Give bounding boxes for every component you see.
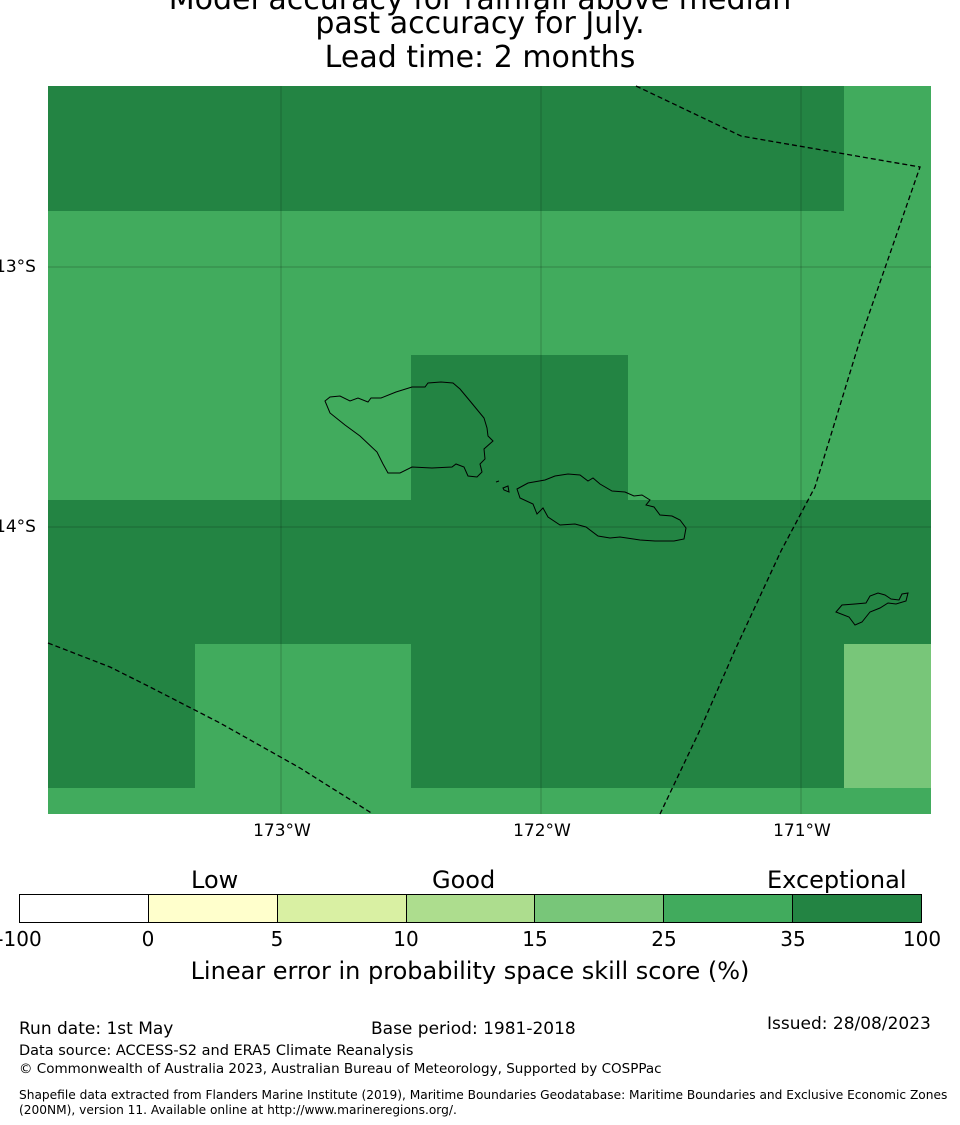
colorbar-segment-1 bbox=[148, 895, 278, 922]
lat-label-14s: 14°S bbox=[0, 517, 36, 537]
maritime-boundaries bbox=[47, 85, 921, 815]
boundary-south-west bbox=[47, 642, 374, 815]
island-tutuila bbox=[835, 592, 909, 626]
colorbar-category-exceptional: Exceptional bbox=[767, 866, 907, 894]
island-apolima bbox=[495, 480, 500, 483]
grid-cell-r0-c0 bbox=[48, 86, 628, 211]
island-upolu bbox=[516, 473, 687, 542]
colorbar-tick-label: 0 bbox=[141, 927, 155, 951]
colorbar-tick-label: 15 bbox=[522, 927, 548, 951]
issued-date: Issued: 28/08/2023 bbox=[767, 1014, 931, 1034]
grid-cell-r4-c0 bbox=[48, 644, 195, 788]
grid-cell-r3-c0 bbox=[48, 500, 931, 644]
colorbar-tick-label: 5 bbox=[270, 927, 284, 951]
base-period: Base period: 1981-2018 bbox=[371, 1019, 576, 1039]
colorbar-segment-5 bbox=[664, 895, 794, 922]
colorbar-segment-3 bbox=[406, 895, 536, 922]
colorbar-segment-0 bbox=[20, 895, 149, 922]
grid-cell-r5-c0 bbox=[48, 788, 931, 814]
map-title-line-1: Model accuracy for rainfall above median bbox=[0, 0, 960, 17]
grid-cell-r2-c1 bbox=[411, 355, 628, 500]
colorbar bbox=[19, 894, 922, 923]
island-manono bbox=[502, 485, 510, 493]
data-source: Data source: ACCESS-S2 and ERA5 Climate … bbox=[19, 1043, 414, 1059]
shapefile-credit-line-2: (200NM), version 11. Available online at… bbox=[19, 1103, 457, 1117]
grid-cell-r2-c0 bbox=[48, 355, 411, 500]
lon-label-173w: 173°W bbox=[253, 821, 311, 841]
skill-grid-cells bbox=[48, 86, 931, 814]
lat-label-13s: 13°S bbox=[0, 257, 36, 277]
run-date: Run date: 1st May bbox=[19, 1019, 174, 1039]
lon-label-171w: 171°W bbox=[773, 821, 831, 841]
colorbar-tick-label: -100 bbox=[0, 927, 42, 951]
colorbar-category-good: Good bbox=[432, 866, 496, 894]
grid-cell-r0-c2 bbox=[844, 86, 931, 211]
colorbar-segment-2 bbox=[277, 895, 407, 922]
copyright: © Commonwealth of Australia 2023, Austra… bbox=[19, 1061, 662, 1077]
grid-cell-r1-c0 bbox=[48, 211, 628, 355]
grid-cell-r4-c1 bbox=[195, 644, 411, 788]
grid-cell-r2-c2 bbox=[628, 355, 931, 500]
grid-cell-r1-c1 bbox=[628, 211, 931, 355]
graticule bbox=[48, 86, 931, 814]
colorbar-category-low: Low bbox=[191, 866, 239, 894]
colorbar-tick-label: 25 bbox=[651, 927, 677, 951]
lon-label-172w: 172°W bbox=[513, 821, 571, 841]
skill-map bbox=[47, 85, 931, 815]
colorbar-tick-label: 100 bbox=[902, 927, 942, 951]
grid-cell-r0-c1 bbox=[628, 86, 844, 211]
colorbar-segment-4 bbox=[535, 895, 665, 922]
map-title-line-3: Lead time: 2 months bbox=[324, 40, 636, 75]
shapefile-credit-line-1: Shapefile data extracted from Flanders M… bbox=[19, 1088, 948, 1102]
colorbar-tick-label: 10 bbox=[393, 927, 419, 951]
grid-cell-r4-c3 bbox=[844, 644, 931, 788]
colorbar-tick-label: 35 bbox=[780, 927, 806, 951]
island-savaii bbox=[324, 381, 494, 478]
colorbar-label: Linear error in probability space skill … bbox=[190, 957, 750, 985]
grid-cell-r4-c2 bbox=[411, 644, 844, 788]
map-title-line-2: past accuracy for July. bbox=[315, 6, 645, 41]
colorbar-segment-6 bbox=[793, 895, 922, 922]
boundary-north-east bbox=[635, 85, 921, 815]
coastlines bbox=[324, 381, 909, 626]
